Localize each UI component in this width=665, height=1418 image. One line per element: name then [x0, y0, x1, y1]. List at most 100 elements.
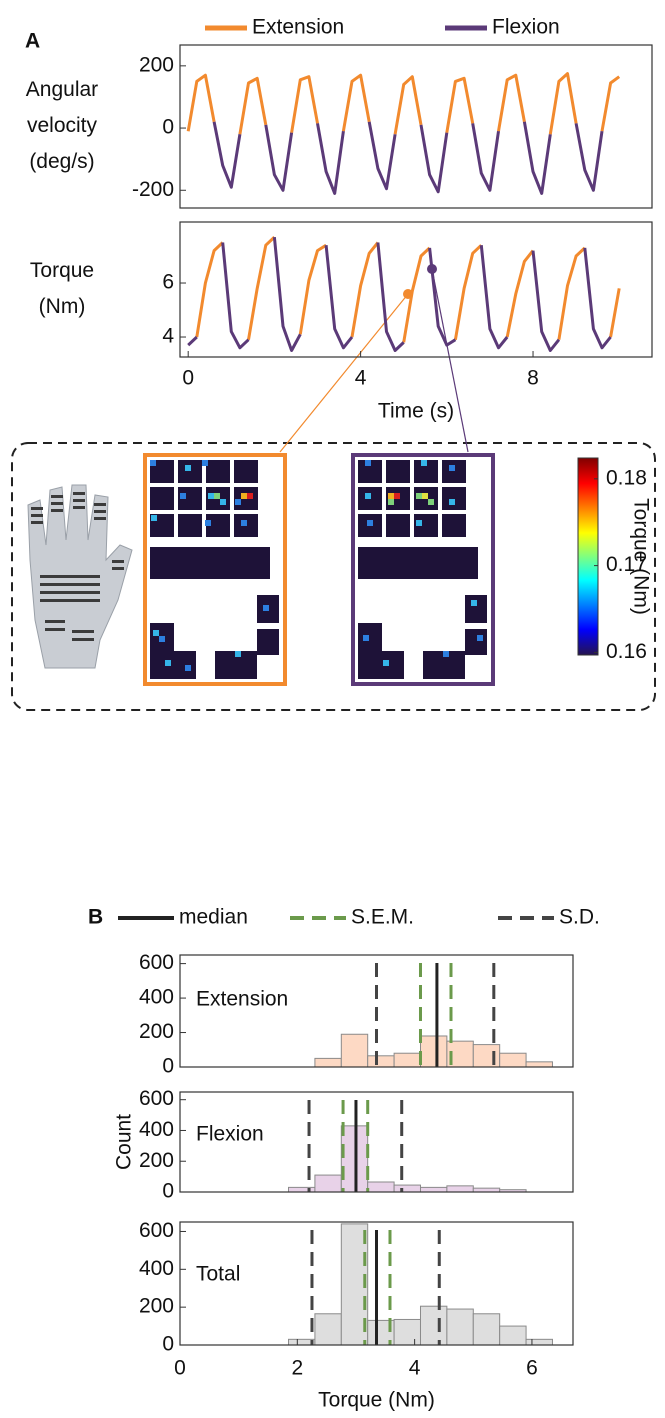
sensor-cell [208, 493, 214, 499]
x-tick-label: 6 [526, 1357, 538, 1380]
hist-bar [341, 1034, 367, 1067]
sensor-cell [180, 493, 186, 499]
y-tick-label: 0 [162, 116, 174, 139]
legend-label: Extension [252, 16, 344, 39]
sensor-cell [443, 651, 449, 657]
sensor-cell [159, 636, 165, 642]
sensor-block [234, 460, 258, 483]
y-tick-label: -200 [132, 178, 174, 201]
x-tick-label: 8 [527, 367, 539, 390]
sensor-block [358, 623, 382, 679]
sensor-cell [220, 499, 226, 505]
axes-frame [180, 45, 652, 208]
sensor-block [178, 460, 202, 483]
sensor-cell [367, 520, 373, 526]
connector [280, 294, 408, 452]
x-tick-label: 0 [174, 1357, 186, 1380]
colorbar [578, 458, 598, 655]
colorbar-tick-label: 0.18 [606, 466, 647, 489]
y-axis-label: velocity [27, 114, 98, 137]
sensor-cell [363, 635, 369, 641]
hist-bar [420, 1306, 446, 1345]
y-tick-label: 200 [139, 1020, 174, 1043]
sensor-cell [388, 499, 394, 505]
y-axis-label: (Nm) [39, 295, 86, 318]
sensor-block [442, 460, 466, 483]
panel-text: Extension [196, 988, 288, 1011]
sensor-cell [416, 520, 422, 526]
sensor-cell [471, 600, 477, 606]
hist-bar [289, 1187, 315, 1192]
y-tick-label: 0 [162, 1333, 174, 1356]
hist-bar [526, 1339, 552, 1345]
sensor-cell [449, 465, 455, 471]
x-tick-label: 0 [182, 367, 194, 390]
hist-bar [368, 1182, 394, 1192]
sensor-cell [365, 493, 371, 499]
data-line [188, 237, 610, 350]
hist-bar [394, 1053, 420, 1067]
x-tick-label: 2 [291, 1357, 303, 1380]
panel-label: A [25, 30, 40, 53]
hist-bar [473, 1045, 499, 1067]
hist-bar [473, 1314, 499, 1345]
sensor-cell [416, 493, 422, 499]
hist-bar [315, 1058, 341, 1067]
hist-bar [368, 1056, 394, 1067]
sensor-cell [477, 635, 483, 641]
sensor-cell [263, 605, 269, 611]
sensor-cell [428, 499, 434, 505]
hist-bar [394, 1319, 420, 1345]
hist-bar [420, 1187, 446, 1192]
sensor-cell [214, 493, 220, 499]
panel-label: B [88, 906, 103, 929]
y-axis-label: Torque [30, 259, 94, 282]
sensor-cell [383, 660, 389, 666]
y-axis-label: (deg/s) [29, 150, 94, 173]
hist-bar [315, 1175, 341, 1192]
y-tick-label: 6 [162, 271, 174, 294]
y-tick-label: 200 [139, 1295, 174, 1318]
y-tick-label: 4 [162, 325, 174, 348]
y-tick-label: 400 [139, 1257, 174, 1280]
sensor-cell [241, 520, 247, 526]
colorbar-title: Torque (Nm) [629, 498, 652, 615]
sensor-block [442, 514, 466, 537]
x-tick-label: 4 [409, 1357, 421, 1380]
sensor-block [386, 514, 410, 537]
hist-bar [394, 1185, 420, 1192]
panel-text: Flexion [196, 1123, 264, 1146]
axes-frame [180, 222, 652, 357]
sensor-cell [235, 651, 241, 657]
sensor-cell [422, 493, 428, 499]
sensor-block [150, 547, 270, 579]
hist-bar [500, 1326, 526, 1345]
sensor-cell [449, 499, 455, 505]
y-tick-label: 400 [139, 1118, 174, 1141]
hist-bar [447, 1309, 473, 1345]
sensor-cell [202, 460, 208, 466]
colorbar-tick-label: 0.16 [606, 640, 647, 663]
sensor-block [442, 487, 466, 510]
sensor-cell [421, 460, 427, 466]
panel-text: Total [196, 1263, 240, 1286]
sensor-block [358, 547, 478, 579]
x-axis-label: Torque (Nm) [318, 1389, 435, 1412]
data-line [188, 74, 619, 135]
x-axis-label: Time (s) [378, 400, 454, 423]
sensor-cell [394, 493, 400, 499]
y-tick-label: 0 [162, 1055, 174, 1078]
y-tick-label: 400 [139, 986, 174, 1009]
sensor-cell [365, 460, 371, 466]
y-axis-label: Angular [26, 78, 98, 101]
sensor-cell [205, 520, 211, 526]
legend-label: Flexion [492, 16, 560, 39]
sensor-block [465, 629, 487, 655]
sensor-block [386, 460, 410, 483]
x-tick-label: 4 [355, 367, 367, 390]
sensor-block [150, 487, 174, 510]
figure: -2000200Angularvelocity(deg/s)AExtension… [0, 0, 665, 1418]
legend-label: S.E.M. [351, 906, 414, 929]
sensor-block [465, 595, 487, 623]
hist-bar [315, 1314, 341, 1345]
